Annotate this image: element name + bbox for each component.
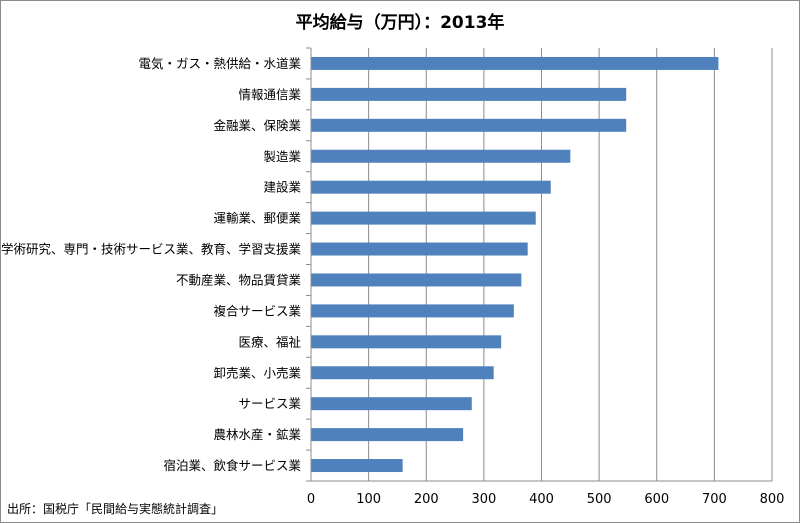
- bar: [311, 304, 514, 318]
- bar: [311, 56, 719, 70]
- bar: [311, 149, 571, 163]
- category-label: 金融業、保険業: [213, 118, 301, 133]
- category-label: 学術研究、専門・技術サービス業、教育、学習支援業: [1, 242, 302, 257]
- x-tick-labels: 0 100 200 300 400 500 600 700 800: [307, 492, 785, 507]
- x-tick-label: 100: [356, 492, 381, 507]
- category-label: 医療、福祉: [238, 334, 301, 349]
- x-tick-label: 0: [307, 492, 315, 507]
- bar: [311, 397, 472, 411]
- category-label: 電気・ガス・熱供給・水道業: [138, 56, 301, 71]
- bar: [311, 87, 627, 101]
- category-label: サービス業: [238, 396, 301, 411]
- bars: [311, 56, 719, 473]
- category-label: 宿泊業、飲食サービス業: [163, 458, 301, 473]
- category-labels: 電気・ガス・熱供給・水道業情報通信業金融業、保険業製造業建設業運輸業、郵便業学術…: [1, 56, 302, 473]
- bar: [311, 459, 403, 473]
- x-tick-label: 500: [587, 492, 612, 507]
- chart-title: 平均給与（万円）：2013年: [295, 13, 505, 33]
- bar: [311, 428, 464, 442]
- bar: [311, 118, 627, 132]
- category-label: 不動産業、物品賃貸業: [176, 272, 302, 287]
- bar: [311, 366, 494, 380]
- source-note: 出所：国税庁「民間給与実態統計調査」: [7, 502, 224, 516]
- gridlines: [306, 47, 773, 482]
- x-tick-label: 200: [414, 492, 439, 507]
- bar: [311, 211, 536, 225]
- category-label: 製造業: [263, 149, 301, 164]
- bar: [311, 273, 522, 287]
- x-tick-label: 300: [471, 492, 496, 507]
- category-label: 卸売業、小売業: [213, 365, 301, 380]
- x-tick-label: 800: [760, 492, 785, 507]
- category-label: 複合サービス業: [213, 303, 301, 318]
- category-label: 情報通信業: [238, 87, 301, 102]
- category-label: 運輸業、郵便業: [213, 211, 301, 226]
- x-tick-label: 700: [702, 492, 727, 507]
- bar: [311, 335, 502, 349]
- category-label: 建設業: [263, 180, 301, 195]
- category-label: 農林水産・鉱業: [213, 427, 301, 442]
- x-tick-label: 400: [529, 492, 554, 507]
- x-tick-label: 600: [644, 492, 669, 507]
- bar: [311, 242, 528, 256]
- bar: [311, 180, 551, 194]
